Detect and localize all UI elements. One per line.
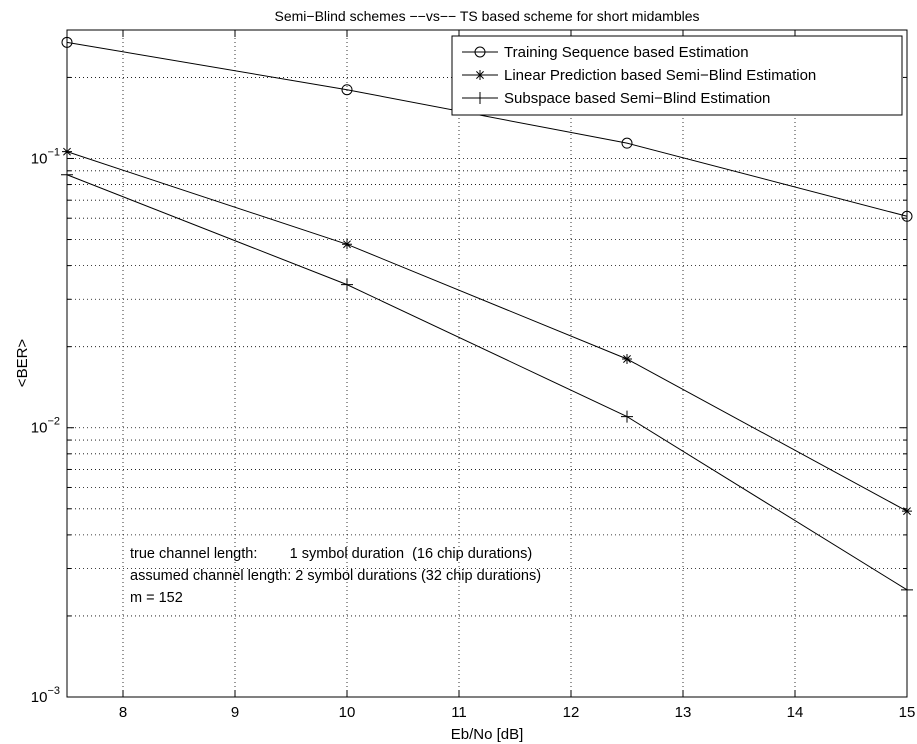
x-tick-label: 9	[231, 704, 239, 721]
y-tick-label: 10−2	[31, 416, 60, 437]
marker-plus	[341, 278, 353, 291]
marker-circle	[474, 46, 486, 58]
x-tick-label: 10	[339, 704, 356, 721]
x-axis-label: Eb/No [dB]	[451, 726, 524, 743]
legend-label: Training Sequence based Estimation	[504, 44, 749, 61]
marker-circle	[341, 84, 353, 96]
legend-box	[451, 35, 903, 116]
marker-plus	[474, 92, 486, 104]
x-tick-label: 12	[563, 704, 580, 721]
x-tick-label: 11	[451, 704, 467, 721]
x-tick-label: 8	[119, 704, 127, 721]
y-tick-label: 10−3	[31, 685, 60, 706]
chart-title: Semi−Blind schemes −−vs−− TS based schem…	[275, 8, 700, 24]
x-tick-label: 13	[675, 704, 692, 721]
legend: Training Sequence based Estimation Linear…	[451, 35, 903, 116]
annotation-text: true channel length: 1 symbol duration (…	[130, 546, 532, 562]
marker-plus	[621, 410, 633, 423]
plot-frame	[66, 29, 908, 698]
x-tick-label: 15	[899, 704, 916, 721]
legend-label: Subspace based Semi−Blind Estimation	[504, 90, 770, 107]
y-axis-label: <BER>	[14, 339, 31, 388]
series-line	[66, 174, 908, 591]
x-tick-label: 14	[787, 704, 804, 721]
y-tick-label: 10−1	[31, 146, 60, 167]
marker-star	[475, 70, 485, 80]
annotation-text: m = 152	[130, 590, 183, 606]
legend-label: Linear Prediction based Semi−Blind Estim…	[504, 67, 816, 84]
series-lines	[61, 36, 913, 596]
marker-star	[622, 354, 632, 364]
series-line	[66, 41, 908, 217]
marker-circle	[621, 137, 633, 149]
annotations: true channel length: 1 symbol duration (…	[130, 546, 541, 606]
grid	[67, 30, 907, 697]
marker-star	[342, 239, 352, 250]
series-line	[66, 151, 908, 512]
axis-ticks: 8 9 10 11 12 13 14 15 10−3 10−2 10−1	[31, 29, 916, 721]
annotation-text: assumed channel length: 2 symbol duratio…	[130, 568, 541, 584]
